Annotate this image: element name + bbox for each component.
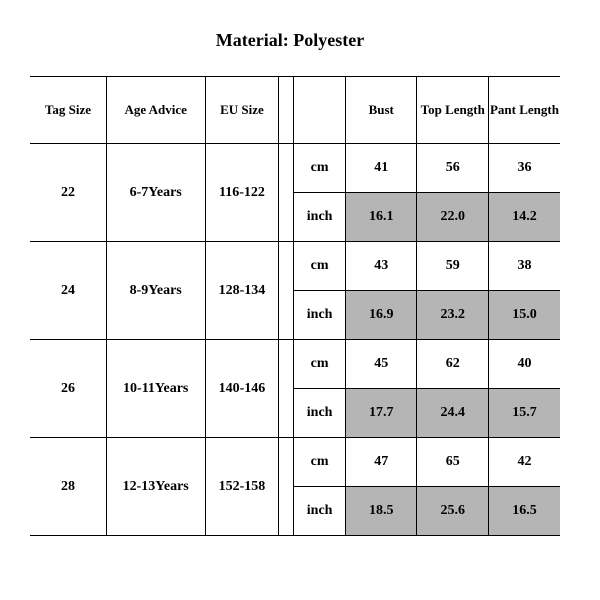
- table-row: 2812-13Years152-158cm476542: [30, 438, 560, 487]
- cell-gap: [279, 242, 294, 340]
- cell-eu: 128-134: [205, 242, 279, 340]
- cell-gap: [279, 144, 294, 242]
- cell-bust-inch: 16.9: [346, 291, 417, 340]
- cell-top-cm: 62: [417, 340, 488, 389]
- col-pant-length: Pant Length: [488, 77, 560, 144]
- cell-bust-inch: 16.1: [346, 193, 417, 242]
- table-row: 248-9Years128-134cm435938: [30, 242, 560, 291]
- cell-age: 12-13Years: [106, 438, 205, 536]
- unit-cm: cm: [294, 340, 346, 389]
- cell-bust-cm: 43: [346, 242, 417, 291]
- cell-bust-inch: 17.7: [346, 389, 417, 438]
- cell-pant-cm: 42: [488, 438, 560, 487]
- cell-pant-inch: 16.5: [488, 487, 560, 536]
- cell-bust-inch: 18.5: [346, 487, 417, 536]
- cell-pant-cm: 40: [488, 340, 560, 389]
- cell-age: 6-7Years: [106, 144, 205, 242]
- cell-tag: 28: [30, 438, 106, 536]
- col-eu-size: EU Size: [205, 77, 279, 144]
- cell-age: 8-9Years: [106, 242, 205, 340]
- cell-eu: 116-122: [205, 144, 279, 242]
- unit-inch: inch: [294, 389, 346, 438]
- col-tag-size: Tag Size: [30, 77, 106, 144]
- unit-cm: cm: [294, 438, 346, 487]
- cell-tag: 24: [30, 242, 106, 340]
- cell-top-cm: 59: [417, 242, 488, 291]
- cell-bust-cm: 45: [346, 340, 417, 389]
- unit-inch: inch: [294, 487, 346, 536]
- cell-pant-cm: 36: [488, 144, 560, 193]
- cell-top-inch: 23.2: [417, 291, 488, 340]
- col-top-length: Top Length: [417, 77, 488, 144]
- table-row: 2610-11Years140-146cm456240: [30, 340, 560, 389]
- cell-tag: 22: [30, 144, 106, 242]
- cell-gap: [279, 438, 294, 536]
- cell-pant-cm: 38: [488, 242, 560, 291]
- cell-top-inch: 25.6: [417, 487, 488, 536]
- col-unit: [294, 77, 346, 144]
- header-row: Tag Size Age Advice EU Size Bust Top Len…: [30, 77, 560, 144]
- cell-bust-cm: 41: [346, 144, 417, 193]
- cell-age: 10-11Years: [106, 340, 205, 438]
- unit-inch: inch: [294, 193, 346, 242]
- cell-pant-inch: 15.7: [488, 389, 560, 438]
- cell-top-inch: 22.0: [417, 193, 488, 242]
- unit-cm: cm: [294, 144, 346, 193]
- table-row: 226-7Years116-122cm415636: [30, 144, 560, 193]
- col-age-advice: Age Advice: [106, 77, 205, 144]
- page-title: Material: Polyester: [30, 30, 580, 51]
- col-bust: Bust: [346, 77, 417, 144]
- col-gap: [279, 77, 294, 144]
- unit-inch: inch: [294, 291, 346, 340]
- cell-top-cm: 56: [417, 144, 488, 193]
- cell-tag: 26: [30, 340, 106, 438]
- cell-eu: 152-158: [205, 438, 279, 536]
- cell-gap: [279, 340, 294, 438]
- cell-pant-inch: 14.2: [488, 193, 560, 242]
- size-table: Tag Size Age Advice EU Size Bust Top Len…: [30, 76, 560, 536]
- cell-top-inch: 24.4: [417, 389, 488, 438]
- cell-bust-cm: 47: [346, 438, 417, 487]
- cell-pant-inch: 15.0: [488, 291, 560, 340]
- cell-top-cm: 65: [417, 438, 488, 487]
- cell-eu: 140-146: [205, 340, 279, 438]
- unit-cm: cm: [294, 242, 346, 291]
